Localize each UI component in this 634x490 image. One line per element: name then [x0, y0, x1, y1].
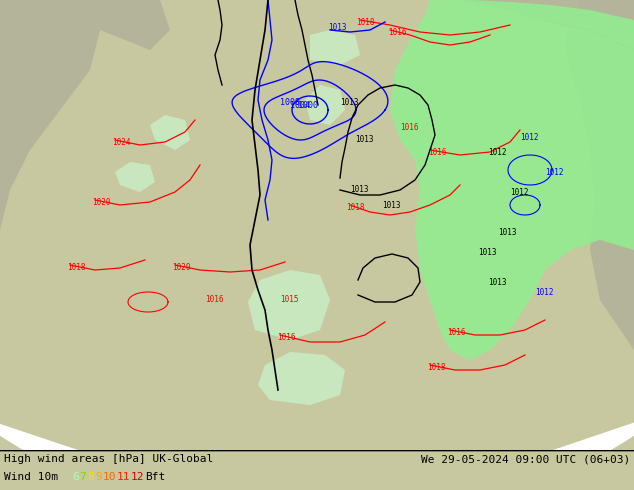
Text: 10: 10 — [103, 472, 116, 482]
Text: 1016: 1016 — [388, 28, 406, 37]
Text: 6: 6 — [72, 472, 79, 482]
Text: 11: 11 — [117, 472, 130, 482]
Text: We 29-05-2024 09:00 UTC (06+03): We 29-05-2024 09:00 UTC (06+03) — [421, 454, 630, 464]
Polygon shape — [310, 30, 360, 65]
Text: 1013: 1013 — [355, 135, 373, 144]
Text: 1013: 1013 — [498, 228, 517, 237]
Text: 1016: 1016 — [205, 295, 224, 304]
Polygon shape — [150, 115, 190, 150]
Text: 1008: 1008 — [280, 98, 300, 107]
Text: 1013: 1013 — [478, 248, 496, 257]
Polygon shape — [0, 0, 170, 50]
Text: 1012: 1012 — [488, 148, 507, 157]
Polygon shape — [305, 85, 345, 125]
Polygon shape — [0, 411, 634, 490]
Text: 7: 7 — [80, 472, 86, 482]
Polygon shape — [258, 352, 345, 405]
Polygon shape — [450, 0, 634, 30]
Text: 1018: 1018 — [427, 363, 446, 372]
Text: 1016: 1016 — [428, 148, 446, 157]
Text: Bft: Bft — [145, 472, 165, 482]
Text: 1024: 1024 — [112, 138, 131, 147]
Text: 1016: 1016 — [447, 328, 465, 337]
Text: 1020: 1020 — [172, 263, 190, 272]
Text: 1018: 1018 — [67, 263, 86, 272]
Polygon shape — [0, 0, 100, 230]
Polygon shape — [248, 270, 330, 340]
Text: 1013: 1013 — [340, 98, 358, 107]
Text: 8: 8 — [87, 472, 94, 482]
Text: 1004: 1004 — [290, 101, 310, 110]
Polygon shape — [390, 0, 634, 360]
Text: 1012: 1012 — [545, 168, 564, 177]
Text: 9: 9 — [95, 472, 102, 482]
Polygon shape — [565, 0, 634, 350]
Text: 1018: 1018 — [346, 203, 365, 212]
Text: 1018: 1018 — [356, 18, 375, 27]
Polygon shape — [115, 162, 155, 192]
Text: 1016: 1016 — [277, 333, 295, 342]
Text: 1016: 1016 — [400, 123, 418, 132]
Text: 12: 12 — [131, 472, 144, 482]
Text: High wind areas [hPa] UK-Global: High wind areas [hPa] UK-Global — [4, 454, 213, 464]
Text: 1013: 1013 — [328, 23, 347, 32]
Text: 1015: 1015 — [280, 295, 299, 304]
Text: 1013: 1013 — [488, 278, 507, 287]
Text: 1012: 1012 — [535, 288, 553, 297]
Polygon shape — [430, 0, 634, 50]
Text: 1012: 1012 — [510, 188, 529, 197]
Text: 1012: 1012 — [520, 133, 538, 142]
Text: Wind 10m: Wind 10m — [4, 472, 58, 482]
Text: 1013: 1013 — [350, 185, 368, 194]
Text: 1013: 1013 — [382, 201, 401, 210]
Text: 1000: 1000 — [298, 101, 318, 110]
Text: 1020: 1020 — [92, 198, 110, 207]
